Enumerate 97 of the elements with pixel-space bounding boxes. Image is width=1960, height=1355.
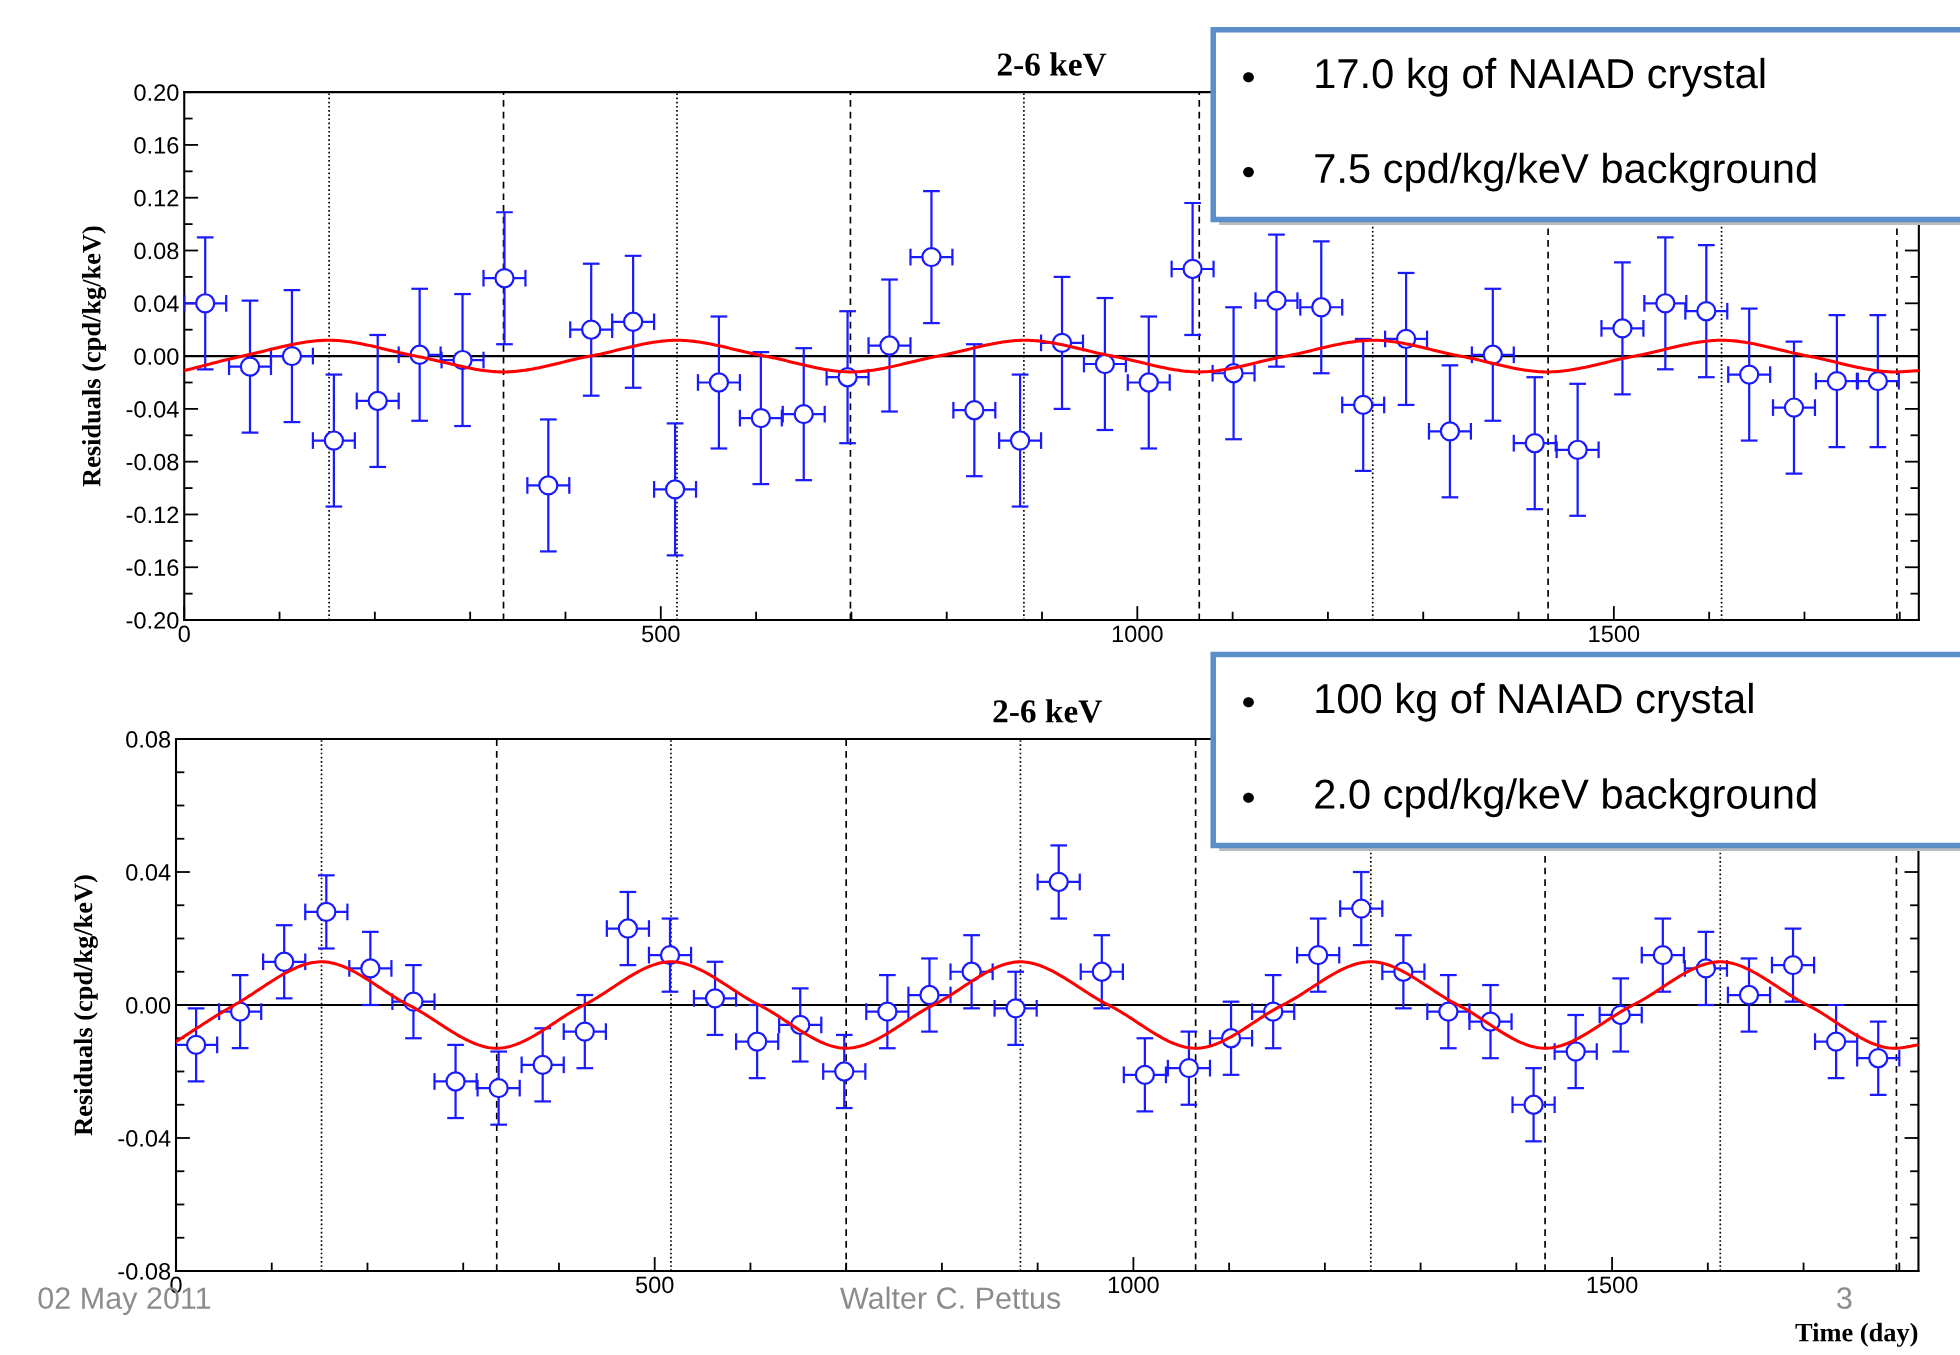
point	[1825, 1031, 1847, 1052]
annotation: 17.0 kg of NAIAD crystal	[1316, 57, 1765, 97]
x-tick-label: 500	[635, 1276, 674, 1294]
x-tick-label: 1500	[1587, 1276, 1638, 1294]
point	[281, 345, 303, 367]
y-tick-label: 0.04	[126, 864, 171, 881]
point	[1826, 371, 1848, 392]
y-tick-label: -0.08	[126, 453, 179, 471]
point	[1868, 1048, 1889, 1069]
x-tick-label: 1500	[1589, 625, 1640, 643]
x-tick-label: 1000	[1108, 1276, 1159, 1294]
y-tick-label: 0.08	[134, 242, 179, 260]
y-tick-label: -0.16	[126, 559, 179, 577]
point	[1524, 433, 1545, 454]
point	[1138, 372, 1159, 393]
point	[1009, 430, 1031, 451]
point	[921, 246, 942, 268]
point	[1308, 944, 1329, 966]
text: Walter C. Pettus	[840, 1286, 1061, 1309]
point	[581, 319, 602, 340]
point	[1612, 318, 1633, 339]
y-tick-label: -0.04	[118, 1130, 171, 1147]
point	[323, 430, 345, 451]
point	[708, 372, 730, 393]
x-tick-label: 500	[642, 625, 680, 643]
point	[617, 918, 639, 939]
annotation: 7.5 cpd/kg/keV background	[1315, 152, 1816, 192]
text: 3	[1837, 1287, 1852, 1309]
y-tick-label: 0.20	[134, 84, 179, 101]
point	[1439, 421, 1461, 442]
chart-title: 2-6 keV	[997, 52, 1107, 76]
y-tick-label: -0.20	[126, 612, 179, 629]
y-tick-label: -0.12	[126, 506, 179, 524]
point	[746, 1031, 768, 1052]
y-axis-title: Residuals (cpd/kg/keV)	[81, 226, 107, 487]
point	[532, 1054, 553, 1076]
point	[1005, 998, 1026, 1019]
point	[239, 356, 261, 377]
point	[1438, 1001, 1459, 1022]
point	[1351, 898, 1372, 919]
point	[1178, 1058, 1200, 1079]
point	[488, 1077, 509, 1099]
x-tick-label: 0	[178, 625, 190, 643]
point	[229, 1001, 251, 1022]
point	[1266, 290, 1287, 311]
x-axis-title: Time (day)	[1795, 1322, 1918, 1347]
point	[494, 268, 515, 289]
point	[877, 1001, 898, 1022]
text: 100 kg of NAIAD crystal	[1316, 682, 1753, 722]
point	[750, 407, 772, 429]
point	[1867, 371, 1889, 392]
point	[919, 984, 940, 1006]
point	[1311, 297, 1332, 318]
point	[793, 404, 814, 425]
y-tick-label: 0.00	[134, 348, 179, 365]
point	[367, 390, 388, 412]
point	[445, 1071, 466, 1092]
y-axis-title: Residuals (cpd/kg/keV)	[73, 875, 98, 1136]
point	[1783, 397, 1805, 418]
annotation: 2.0 cpd/kg/keV background	[1315, 778, 1816, 818]
point	[360, 958, 381, 979]
point	[664, 479, 686, 500]
point	[1523, 1094, 1544, 1115]
point	[1652, 944, 1673, 966]
point	[1655, 293, 1676, 314]
point	[574, 1021, 595, 1042]
point	[964, 400, 985, 421]
chart-title: 2-6 keV	[993, 699, 1102, 723]
y-tick-label: 0.12	[134, 189, 179, 207]
point	[622, 311, 644, 332]
point	[1739, 364, 1760, 385]
point	[879, 335, 900, 356]
x-tick-label: 1000	[1112, 625, 1163, 643]
point	[1182, 258, 1203, 280]
y-tick-label: 0.16	[134, 137, 179, 154]
point	[185, 1034, 207, 1056]
point	[1565, 1041, 1586, 1062]
point	[1094, 353, 1116, 375]
y-tick-label: 0.00	[126, 997, 171, 1014]
point	[316, 901, 337, 923]
point	[538, 475, 559, 496]
point	[704, 988, 726, 1009]
point	[1738, 984, 1760, 1006]
y-tick-label: -0.08	[118, 1263, 171, 1280]
point	[274, 951, 295, 972]
point	[1353, 394, 1374, 416]
point	[195, 293, 216, 314]
y-tick-label: 0.04	[134, 295, 179, 313]
point	[1567, 439, 1588, 460]
point	[1696, 301, 1717, 322]
y-tick-label: 0.08	[126, 731, 171, 748]
point	[1048, 871, 1069, 893]
point	[1091, 961, 1112, 982]
point	[834, 1061, 855, 1082]
point	[1134, 1064, 1156, 1085]
point	[1782, 954, 1804, 976]
y-tick-label: -0.04	[126, 400, 179, 418]
